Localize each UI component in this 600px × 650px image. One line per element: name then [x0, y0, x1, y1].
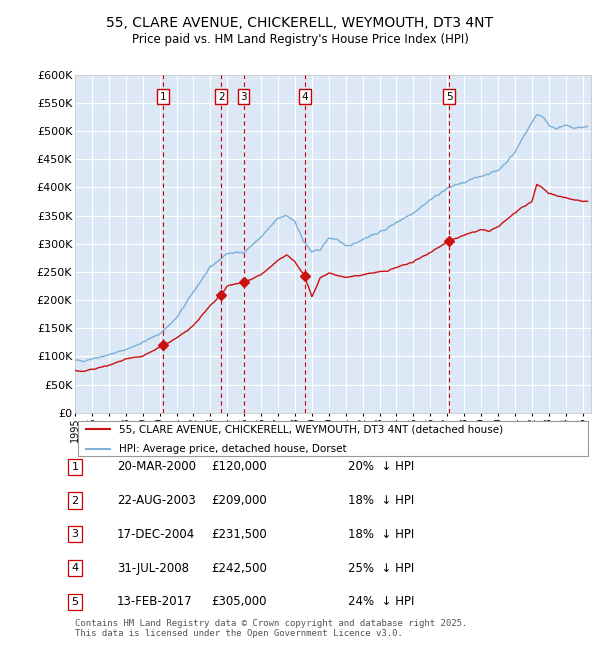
Text: 1: 1 — [71, 462, 79, 472]
Text: 5: 5 — [71, 597, 79, 607]
Text: £231,500: £231,500 — [211, 528, 267, 541]
Text: £209,000: £209,000 — [211, 494, 267, 507]
Text: 1: 1 — [160, 92, 167, 101]
Text: 18%  ↓ HPI: 18% ↓ HPI — [348, 528, 414, 541]
Text: 4: 4 — [301, 92, 308, 101]
Text: 25%  ↓ HPI: 25% ↓ HPI — [348, 562, 414, 575]
Text: 2: 2 — [71, 495, 79, 506]
Text: 2: 2 — [218, 92, 224, 101]
Text: 4: 4 — [71, 563, 79, 573]
Text: 13-FEB-2017: 13-FEB-2017 — [117, 595, 193, 608]
Text: £120,000: £120,000 — [211, 460, 267, 473]
Text: 31-JUL-2008: 31-JUL-2008 — [117, 562, 189, 575]
Text: £242,500: £242,500 — [211, 562, 267, 575]
Text: 55, CLARE AVENUE, CHICKERELL, WEYMOUTH, DT3 4NT (detached house): 55, CLARE AVENUE, CHICKERELL, WEYMOUTH, … — [119, 424, 503, 434]
Text: 22-AUG-2003: 22-AUG-2003 — [117, 494, 196, 507]
Text: 17-DEC-2004: 17-DEC-2004 — [117, 528, 195, 541]
Text: 55, CLARE AVENUE, CHICKERELL, WEYMOUTH, DT3 4NT: 55, CLARE AVENUE, CHICKERELL, WEYMOUTH, … — [107, 16, 493, 31]
Text: 3: 3 — [71, 529, 79, 539]
FancyBboxPatch shape — [77, 421, 589, 456]
Text: 20-MAR-2000: 20-MAR-2000 — [117, 460, 196, 473]
Text: 20%  ↓ HPI: 20% ↓ HPI — [348, 460, 414, 473]
Text: Contains HM Land Registry data © Crown copyright and database right 2025.
This d: Contains HM Land Registry data © Crown c… — [75, 619, 467, 638]
Text: 5: 5 — [446, 92, 452, 101]
Text: 3: 3 — [240, 92, 247, 101]
Text: HPI: Average price, detached house, Dorset: HPI: Average price, detached house, Dors… — [119, 443, 346, 454]
Text: 18%  ↓ HPI: 18% ↓ HPI — [348, 494, 414, 507]
Text: £305,000: £305,000 — [212, 595, 267, 608]
Text: 24%  ↓ HPI: 24% ↓ HPI — [348, 595, 415, 608]
Text: Price paid vs. HM Land Registry's House Price Index (HPI): Price paid vs. HM Land Registry's House … — [131, 32, 469, 46]
